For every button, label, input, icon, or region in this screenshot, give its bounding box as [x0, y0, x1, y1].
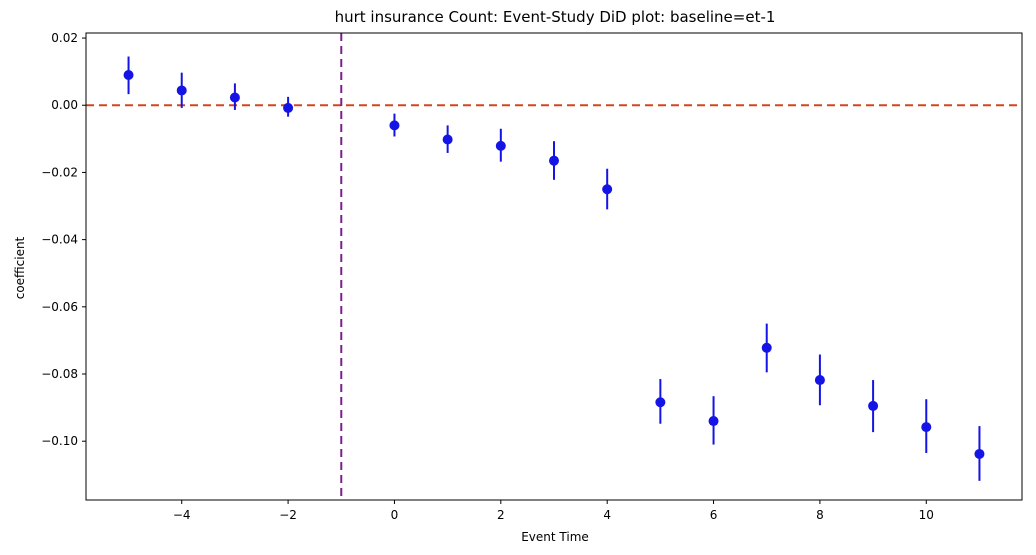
- y-tick-label: −0.04: [41, 233, 78, 247]
- data-point: [868, 400, 879, 411]
- x-tick-label: 10: [919, 508, 934, 522]
- y-tick-label: −0.08: [41, 367, 78, 381]
- axes-frame: [85, 32, 1023, 501]
- x-tick-label: 0: [391, 508, 399, 522]
- data-point: [761, 342, 772, 353]
- y-axis-label: coefficient: [13, 236, 27, 299]
- data-point: [549, 155, 559, 166]
- y-tick-label: −0.06: [41, 300, 78, 314]
- x-tick-label: −2: [279, 508, 297, 522]
- y-tick-label: 0.02: [51, 31, 78, 45]
- axis-ticks: −4 −2 0 2 4 6 8 10 0.02 0.00 −0.02 −0.04 −0.06 −0.08 −…: [41, 31, 934, 522]
- x-tick-label: 6: [710, 508, 718, 522]
- plot-area: [86, 33, 1022, 500]
- data-point: [495, 140, 506, 151]
- data-point: [921, 422, 932, 433]
- data-point: [176, 85, 187, 96]
- x-tick-label: −4: [173, 508, 191, 522]
- x-tick-label: 4: [603, 508, 611, 522]
- data-point: [442, 134, 453, 145]
- y-tick-label: −0.10: [41, 434, 78, 448]
- data-point: [389, 120, 400, 131]
- chart-title: hurt insurance Count: Event-Study DiD pl…: [335, 8, 776, 26]
- x-tick-label: 8: [816, 508, 824, 522]
- data-point: [123, 69, 134, 80]
- y-tick-label: −0.02: [41, 165, 78, 179]
- y-tick-label: 0.00: [51, 98, 78, 112]
- x-tick-label: 2: [497, 508, 505, 522]
- x-axis-label: Event Time: [521, 530, 589, 544]
- data-point: [229, 92, 240, 103]
- data-point: [602, 184, 613, 195]
- data-point: [283, 102, 294, 113]
- data-point: [974, 448, 985, 459]
- data-point: [708, 416, 719, 427]
- data-point: [814, 375, 825, 386]
- data-point: [655, 397, 666, 408]
